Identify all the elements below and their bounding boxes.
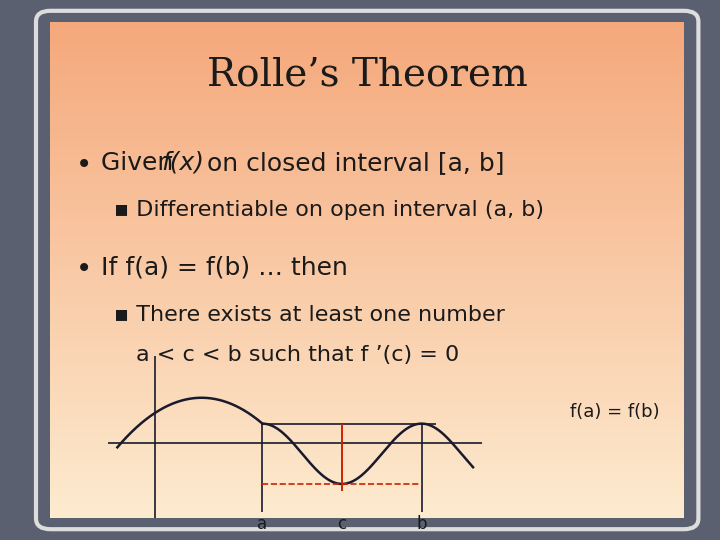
Text: ▪ Differentiable on open interval (a, b): ▪ Differentiable on open interval (a, b) [114, 200, 544, 220]
Text: on closed interval [a, b]: on closed interval [a, b] [199, 151, 505, 175]
Text: •: • [76, 255, 92, 283]
Text: b: b [416, 515, 427, 533]
Text: Rolle’s Theorem: Rolle’s Theorem [207, 56, 528, 93]
Text: If f(a) = f(b) … then: If f(a) = f(b) … then [101, 255, 348, 279]
Text: •: • [76, 151, 92, 179]
Text: ▪ There exists at least one number: ▪ There exists at least one number [114, 305, 505, 325]
Text: f(x): f(x) [161, 151, 204, 175]
Text: Given: Given [101, 151, 181, 175]
Text: f(a) = f(b): f(a) = f(b) [570, 403, 660, 421]
Text: c: c [338, 515, 346, 533]
Text: a: a [257, 515, 268, 533]
Text: a < c < b such that f ’(c) = 0: a < c < b such that f ’(c) = 0 [136, 345, 459, 364]
